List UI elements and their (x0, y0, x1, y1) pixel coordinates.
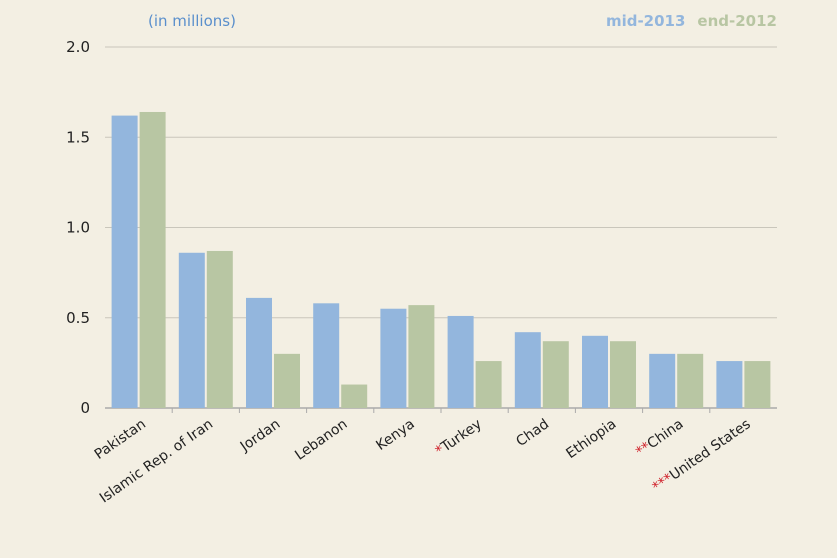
y-tick-label: 2.0 (66, 38, 90, 56)
bar (716, 361, 743, 408)
x-tick-label: Ethiopia (563, 416, 619, 462)
y-tick-label: 0 (80, 399, 90, 417)
legend-entry: end-2012 (697, 12, 777, 30)
bar (542, 341, 569, 408)
bar (341, 384, 368, 408)
bar (206, 250, 233, 408)
bar (313, 303, 340, 408)
bar (408, 305, 435, 408)
x-tick-label: Pakistan (92, 416, 149, 463)
y-tick-label: 1.0 (66, 219, 90, 237)
bar (111, 115, 138, 408)
bar (610, 341, 636, 408)
y-tick-label: 1.5 (66, 128, 90, 146)
y-axis-label: (in millions) (148, 12, 236, 30)
x-tick-label: *Turkey (433, 416, 485, 459)
bar (447, 315, 474, 408)
bar (744, 361, 771, 408)
legend-entry: mid-2013 (606, 12, 685, 30)
x-tick-label: Chad (513, 416, 552, 450)
x-tick-label: Lebanon (292, 416, 350, 463)
bar (246, 297, 272, 408)
x-tick-label: Jordan (237, 416, 283, 455)
bar (649, 353, 676, 408)
bar (274, 353, 300, 408)
bar (178, 252, 205, 408)
x-tick-label: Kenya (373, 416, 417, 454)
bar (582, 335, 608, 408)
x-tick-label: **China (633, 416, 686, 460)
y-tick-label: 0.5 (66, 309, 90, 327)
bar (380, 308, 407, 408)
x-tick-label: Islamic Rep. of Iran (97, 416, 216, 506)
bar (475, 361, 502, 408)
bar (514, 332, 541, 408)
bar (139, 111, 166, 408)
bar (677, 353, 704, 408)
